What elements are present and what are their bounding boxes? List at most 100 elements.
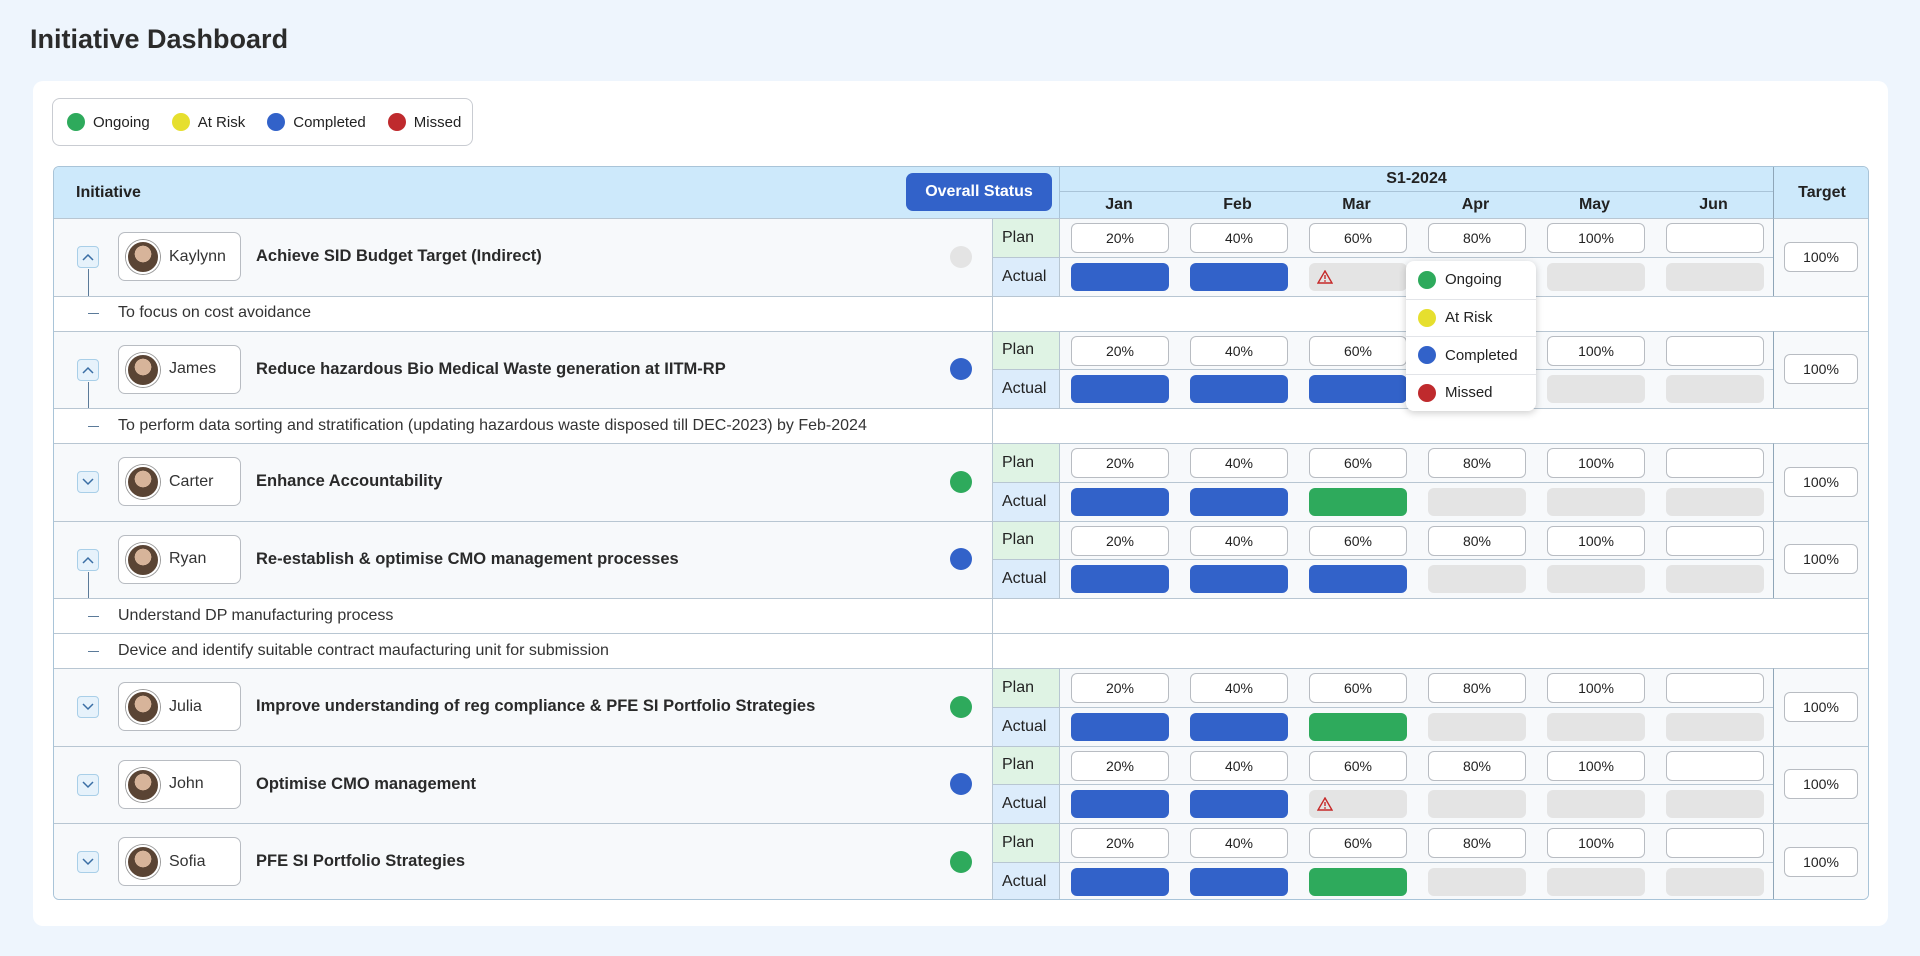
plan-input[interactable]: 20%	[1071, 223, 1169, 253]
actual-status[interactable]	[1666, 790, 1764, 819]
plan-input[interactable]: 20%	[1071, 448, 1169, 478]
plan-input[interactable]	[1666, 448, 1764, 478]
actual-status[interactable]	[1071, 712, 1169, 741]
plan-input[interactable]	[1666, 750, 1764, 781]
actual-status[interactable]	[1071, 565, 1169, 594]
actual-status[interactable]	[1071, 262, 1169, 291]
dropdown-option[interactable]: Ongoing	[1406, 261, 1536, 299]
plan-input[interactable]: 100%	[1547, 828, 1645, 858]
actual-status[interactable]	[1428, 565, 1526, 594]
expand-toggle[interactable]	[77, 471, 99, 493]
expand-toggle[interactable]	[77, 358, 99, 381]
plan-input[interactable]: 100%	[1547, 750, 1645, 781]
actual-status[interactable]	[1666, 712, 1764, 741]
plan-input[interactable]: 20%	[1071, 525, 1169, 556]
actual-status[interactable]	[1309, 867, 1407, 896]
actual-status[interactable]	[1071, 867, 1169, 896]
plan-input[interactable]: 20%	[1071, 750, 1169, 781]
actual-status[interactable]	[1547, 790, 1645, 819]
actual-status[interactable]	[1309, 262, 1407, 291]
actual-status[interactable]	[1309, 375, 1407, 404]
actual-status[interactable]	[1666, 867, 1764, 896]
actual-status[interactable]	[1428, 712, 1526, 741]
dropdown-option[interactable]: Completed	[1406, 336, 1536, 374]
plan-input[interactable]: 80%	[1428, 673, 1526, 703]
expand-toggle[interactable]	[77, 548, 99, 571]
expand-toggle[interactable]	[77, 851, 99, 873]
plan-input[interactable]	[1666, 828, 1764, 858]
plan-input[interactable]: 40%	[1190, 828, 1288, 858]
plan-input[interactable]: 60%	[1309, 223, 1407, 253]
expand-toggle[interactable]	[77, 246, 99, 268]
actual-status[interactable]	[1666, 565, 1764, 594]
plan-input[interactable]: 100%	[1547, 673, 1645, 703]
target-input[interactable]: 100%	[1784, 846, 1858, 877]
plan-input[interactable]: 80%	[1428, 448, 1526, 478]
plan-input[interactable]: 80%	[1428, 525, 1526, 556]
dropdown-option[interactable]: At Risk	[1406, 298, 1536, 337]
actual-status[interactable]	[1190, 375, 1288, 404]
target-input[interactable]: 100%	[1784, 466, 1858, 497]
plan-input[interactable]: 80%	[1428, 750, 1526, 781]
target-input[interactable]: 100%	[1784, 354, 1858, 385]
actual-status[interactable]	[1309, 565, 1407, 594]
expand-toggle[interactable]	[77, 696, 99, 718]
target-input[interactable]: 100%	[1784, 241, 1858, 272]
actual-status[interactable]	[1071, 487, 1169, 516]
expand-toggle[interactable]	[77, 773, 99, 796]
actual-status[interactable]	[1547, 565, 1645, 594]
plan-input[interactable]: 40%	[1190, 223, 1288, 253]
actual-status[interactable]	[1190, 867, 1288, 896]
plan-input[interactable]: 80%	[1428, 828, 1526, 858]
plan-input[interactable]: 100%	[1547, 525, 1645, 556]
actual-status[interactable]	[1428, 790, 1526, 819]
plan-input[interactable]: 80%	[1428, 223, 1526, 253]
plan-input[interactable]: 100%	[1547, 223, 1645, 253]
actual-status[interactable]	[1071, 790, 1169, 819]
actual-status[interactable]	[1666, 375, 1764, 404]
dropdown-option[interactable]: Missed	[1406, 373, 1536, 412]
plan-input[interactable]: 20%	[1071, 673, 1169, 703]
actual-status[interactable]	[1190, 262, 1288, 291]
actual-status[interactable]	[1547, 867, 1645, 896]
plan-input[interactable]: 40%	[1190, 750, 1288, 781]
plan-input[interactable]: 40%	[1190, 673, 1288, 703]
plan-input[interactable]: 60%	[1309, 750, 1407, 781]
plan-input[interactable]: 60%	[1309, 673, 1407, 703]
plan-input[interactable]: 20%	[1071, 828, 1169, 858]
actual-status[interactable]	[1428, 867, 1526, 896]
plan-input[interactable]	[1666, 335, 1764, 366]
plan-input[interactable]: 100%	[1547, 335, 1645, 366]
target-input[interactable]: 100%	[1784, 691, 1858, 722]
plan-input[interactable]: 40%	[1190, 448, 1288, 478]
plan-input[interactable]: 60%	[1309, 525, 1407, 556]
actual-status[interactable]	[1190, 712, 1288, 741]
actual-status[interactable]	[1309, 712, 1407, 741]
actual-status[interactable]	[1071, 375, 1169, 404]
plan-input[interactable]: 40%	[1190, 525, 1288, 556]
actual-status[interactable]	[1190, 790, 1288, 819]
plan-input[interactable]	[1666, 223, 1764, 253]
actual-status[interactable]	[1547, 375, 1645, 404]
actual-status[interactable]	[1190, 487, 1288, 516]
plan-input[interactable]: 100%	[1547, 448, 1645, 478]
actual-status[interactable]	[1309, 790, 1407, 819]
plan-input[interactable]: 40%	[1190, 335, 1288, 366]
plan-input[interactable]	[1666, 525, 1764, 556]
actual-status[interactable]	[1309, 487, 1407, 516]
actual-status[interactable]	[1547, 262, 1645, 291]
actual-status[interactable]	[1190, 565, 1288, 594]
actual-status[interactable]	[1666, 487, 1764, 516]
plan-input[interactable]: 60%	[1309, 448, 1407, 478]
plan-input[interactable]: 60%	[1309, 335, 1407, 366]
actual-status[interactable]	[1666, 262, 1764, 291]
plan-input[interactable]	[1666, 673, 1764, 703]
target-input[interactable]: 100%	[1784, 769, 1858, 800]
actual-status[interactable]	[1547, 487, 1645, 516]
plan-input[interactable]: 20%	[1071, 335, 1169, 366]
actual-status[interactable]	[1428, 487, 1526, 516]
actual-status[interactable]	[1547, 712, 1645, 741]
target-input[interactable]: 100%	[1784, 544, 1858, 575]
plan-input[interactable]: 60%	[1309, 828, 1407, 858]
overall-status-button[interactable]: Overall Status	[906, 173, 1052, 211]
